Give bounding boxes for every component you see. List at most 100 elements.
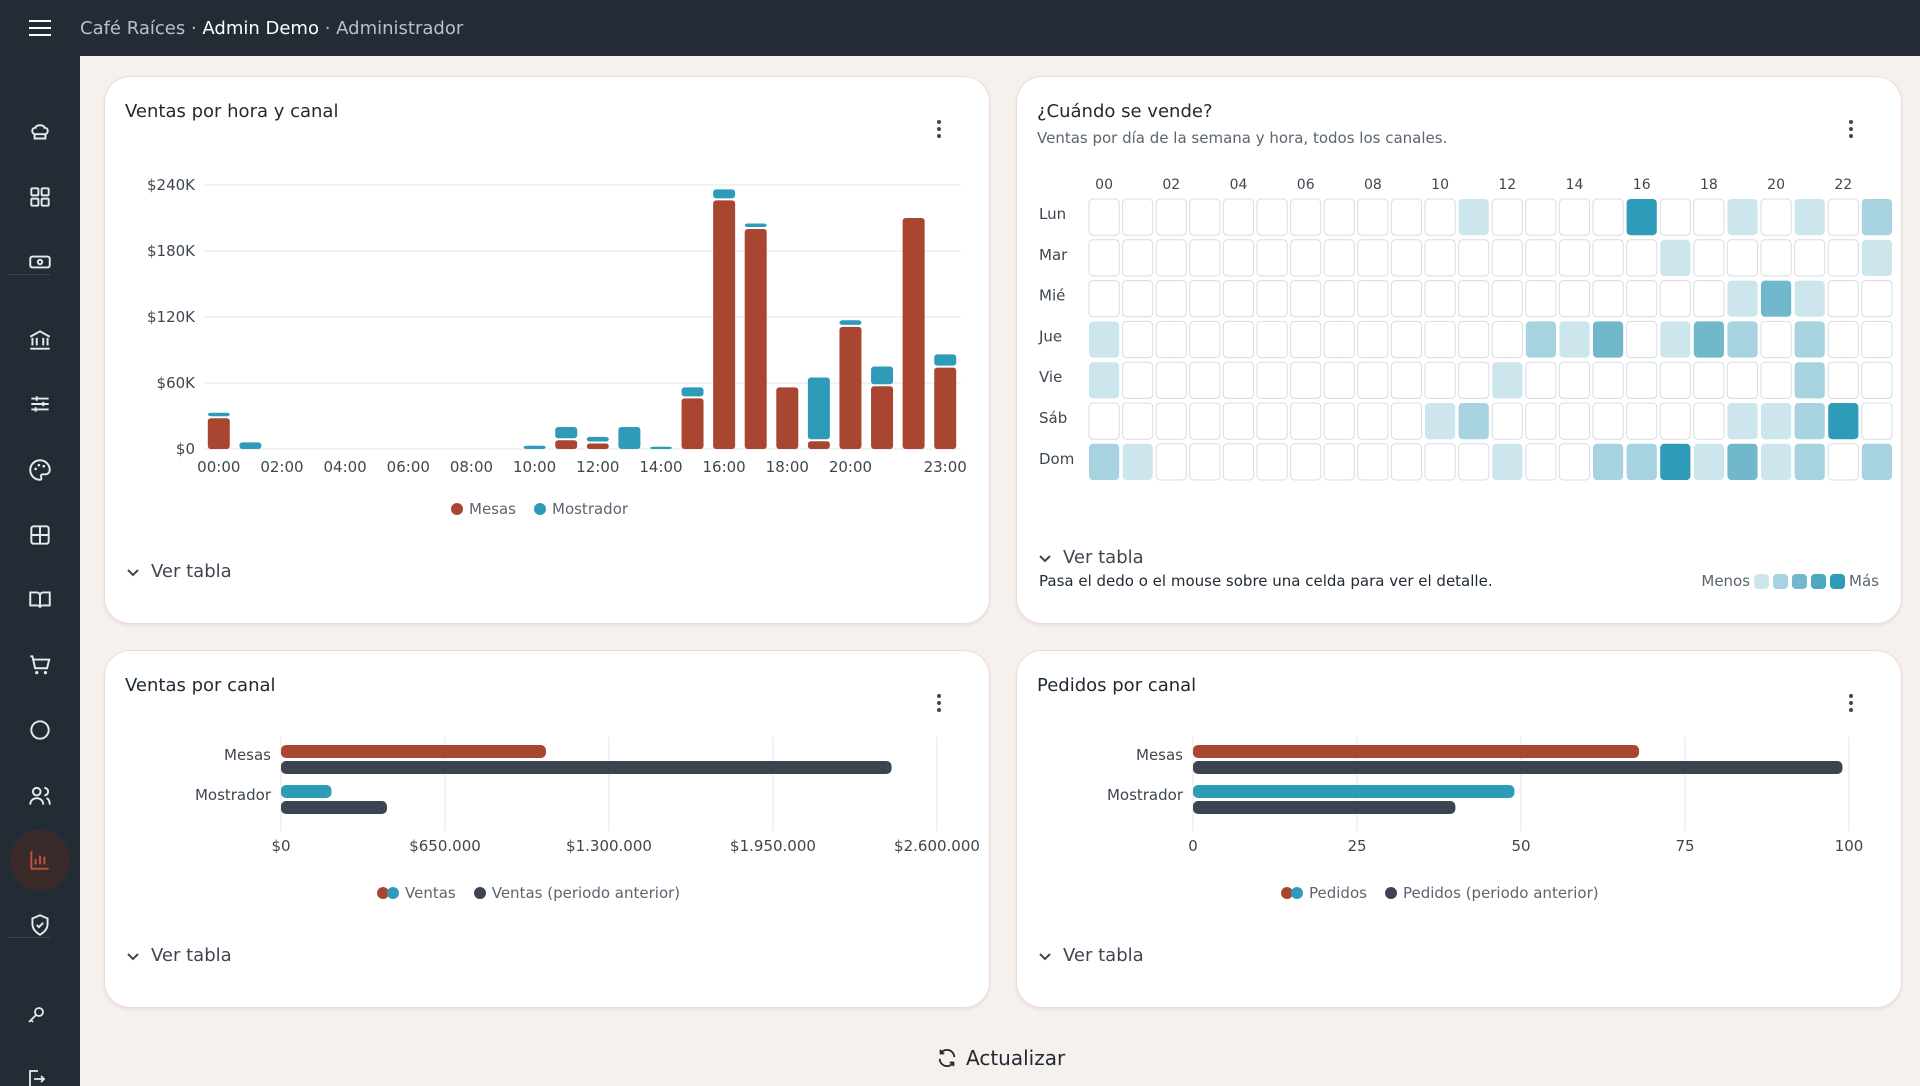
bar-current [281,745,546,758]
heatmap-cell [1122,402,1154,440]
top-bar: Café Raíces · Admin Demo · Administrador [0,0,1920,56]
sidebar-item-table-grid[interactable] [10,505,70,565]
chevron-down-icon [127,952,139,960]
y-tick-label: $0 [176,440,195,458]
legend-item-mesas[interactable]: Mesas [451,500,516,518]
more-options-icon[interactable] [927,691,951,715]
heatmap-cell [1659,402,1691,440]
heatmap-cell [1861,280,1893,318]
sidebar [0,56,80,1086]
heatmap-cell [1425,403,1456,440]
sidebar-item-shield[interactable] [10,895,70,955]
heatmap-cell [1491,198,1523,236]
heatmap-cell [1558,361,1591,399]
heatmap-cell [1189,402,1221,440]
y-tick-label: $240K [147,176,196,194]
heatmap-cell [1861,320,1893,359]
x-tick-label: 75 [1675,837,1694,855]
heatmap-cell [1492,443,1523,480]
heatmap-cell [1155,443,1187,481]
legend-item-pedidos-anterior[interactable]: Pedidos (periodo anterior) [1384,884,1599,902]
x-tick-label: $1.950.000 [730,837,816,855]
sidebar-item-dashboard[interactable] [10,167,70,227]
category-label: Mostrador [195,786,272,804]
sidebar-item-menu-book[interactable] [10,570,70,630]
refresh-button[interactable]: Actualizar [936,1046,1065,1070]
heatmap-cell [1122,443,1153,480]
bar-mesas [934,367,957,449]
heatmap-cell [1357,320,1389,359]
x-tick-label: 18:00 [766,458,809,476]
heatmap-cell [1390,280,1423,318]
key-icon [28,1007,44,1023]
heatmap-cell [1593,443,1624,480]
reports-icon [30,851,49,870]
heatmap-cell [1659,361,1691,399]
heatmap-cell [1525,239,1557,277]
row-label: Mié [1039,287,1065,305]
heatmap-cell [1693,402,1725,440]
heatmap-cell [1525,321,1556,358]
legend-label: Ventas (periodo anterior) [491,884,681,902]
sidebar-item-sliders[interactable] [10,374,70,434]
sidebar-item-reports[interactable] [10,830,70,890]
heatmap-cell [1256,198,1288,236]
legend-item-pedidos[interactable]: Pedidos [1281,884,1367,902]
heatmap-cell [1660,239,1691,276]
legend-item-ventas[interactable]: Ventas [377,884,456,902]
x-tick-label: 100 [1835,837,1864,855]
heatmap-cell [1390,198,1423,236]
sidebar-item-circle[interactable] [10,700,70,760]
bar-mostrador [239,442,262,449]
legend-item-ventas-anterior[interactable]: Ventas (periodo anterior) [473,884,681,902]
bar-mesas [902,218,925,449]
heatmap-cell [1290,443,1322,481]
bar-mesas [807,441,830,449]
bar-mesas [744,229,767,449]
heatmap-cell [1256,361,1288,399]
view-table-toggle[interactable]: Ver tabla [1037,547,1144,568]
sidebar-item-users[interactable] [10,766,70,826]
more-options-icon[interactable] [1839,117,1863,141]
heatmap-cell [1323,320,1355,359]
sidebar-item-chef-hat[interactable] [10,102,70,162]
heatmap-cell [1726,361,1759,399]
heatmap-cell [1390,361,1423,399]
heatmap-cell [1088,198,1120,236]
legend-item-mostrador[interactable]: Mostrador [534,500,628,518]
bar-mostrador [555,427,578,439]
more-options-icon[interactable] [1839,691,1863,715]
sidebar-item-logout[interactable] [6,1049,66,1086]
scale-swatch [1830,573,1846,589]
x-tick-label: 23:00 [924,458,967,476]
shield-icon [31,914,49,936]
menu-icon[interactable] [0,0,80,56]
sidebar-item-cart[interactable] [10,635,70,695]
more-options-icon[interactable] [927,117,951,141]
bar-mesas [207,418,230,449]
scale-swatch [1754,573,1770,589]
sidebar-item-key[interactable] [6,985,66,1045]
heatmap-cell [1558,443,1591,481]
heatmap-cell [1222,443,1255,481]
view-table-toggle[interactable]: Ver tabla [1037,945,1144,966]
card-title: Ventas por hora y canal [125,101,339,122]
bar-mostrador [618,427,641,449]
heatmap-cell [1559,321,1590,358]
view-table-toggle[interactable]: Ver tabla [125,945,232,966]
legend-label: Pedidos (periodo anterior) [1402,884,1599,902]
bar-mostrador [586,436,609,442]
heatmap-cell [1794,362,1825,399]
palette-icon [29,459,51,481]
sidebar-item-bank[interactable] [10,310,70,370]
bar-mostrador [649,446,672,449]
chart-legend: Mesas Mostrador [451,500,628,518]
view-table-toggle[interactable]: Ver tabla [125,561,232,582]
x-tick-label: $2.600.000 [894,837,980,855]
sidebar-item-cash[interactable] [10,232,70,292]
heatmap-cell [1491,239,1523,277]
heatmap-cell [1827,443,1859,481]
heatmap-cell [1155,320,1187,359]
sidebar-item-palette[interactable] [10,440,70,500]
heatmap-cell [1222,239,1255,277]
